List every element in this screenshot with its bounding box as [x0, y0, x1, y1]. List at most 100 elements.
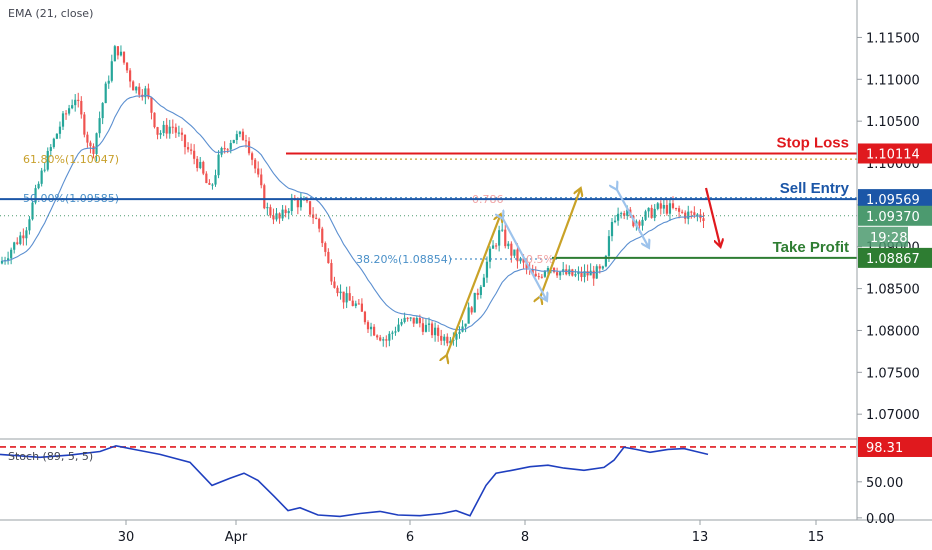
candle-body: [162, 124, 165, 133]
candle-body: [601, 266, 604, 269]
candle-body: [318, 218, 321, 229]
candle-body: [272, 215, 275, 220]
candle-body: [397, 324, 400, 332]
current-price-badge-text: 1.09370: [866, 210, 920, 225]
stoch-axis[interactable]: 50.00 0.00: [857, 476, 903, 527]
candle-body: [385, 339, 388, 341]
price-pane[interactable]: [0, 0, 857, 438]
stoch-indicator-label: Stoch (89, 5, 5): [8, 450, 93, 463]
candle-body: [226, 149, 229, 151]
candle-body: [662, 204, 665, 209]
candle-body: [458, 331, 461, 335]
candle-body: [620, 213, 623, 215]
candle-body: [107, 80, 110, 84]
stop-loss-badge-text: 1.10114: [866, 147, 920, 162]
candle-body: [552, 267, 556, 273]
candle-body: [275, 213, 278, 220]
candle-body: [641, 219, 644, 226]
candle-body: [110, 61, 113, 81]
candle-body: [363, 311, 367, 323]
stop-loss-label: Stop Loss: [776, 134, 849, 151]
candle-body: [571, 269, 574, 276]
candle-body: [180, 132, 184, 135]
candle-body: [357, 303, 360, 305]
candle-body: [415, 317, 418, 324]
candle-body: [37, 183, 40, 189]
candle-body: [64, 113, 68, 115]
candle-body: [498, 230, 501, 246]
candle-body: [19, 235, 22, 244]
candle-body: [610, 222, 614, 237]
candle-body: [678, 208, 681, 212]
candle-body: [177, 132, 180, 134]
candle-body: [281, 209, 284, 219]
take-profit-badge-text: 1.08867: [866, 252, 920, 267]
current-price-badge: [858, 205, 932, 226]
candle-body: [421, 323, 424, 332]
candle-body: [86, 134, 89, 143]
arrow-gold-up-1: [446, 216, 500, 357]
candle-body: [470, 307, 473, 313]
candle-body: [190, 149, 193, 151]
fib-level-label: 61.80%(1.10047): [23, 153, 119, 166]
sell-entry-badge-text: 1.09569: [866, 193, 920, 208]
candle-body: [684, 212, 687, 219]
candle-body: [391, 332, 394, 334]
time-tick-label: 15: [808, 530, 825, 545]
pattern-arrows: [446, 188, 720, 357]
candle-body: [690, 211, 693, 213]
time-axis[interactable]: 30 Apr 6 8 13 15: [118, 520, 825, 545]
candle-body: [360, 303, 363, 312]
candle-body: [238, 131, 241, 135]
sell-entry-label: Sell Entry: [780, 180, 850, 197]
candle-body: [220, 147, 223, 155]
candle-body: [284, 209, 287, 214]
candle-body: [534, 273, 537, 277]
candle-body: [22, 235, 25, 239]
arrow-blue-down-1: [502, 217, 546, 299]
candle-body: [702, 218, 705, 221]
time-tick-label: 6: [406, 530, 414, 545]
candle-body: [138, 86, 141, 95]
candle-body: [46, 150, 49, 170]
candle-body: [376, 335, 379, 338]
candle-body: [77, 99, 80, 101]
candle-body: [647, 207, 650, 212]
time-tick-label: 30: [118, 530, 135, 545]
price-tick-label: 1.10500: [866, 115, 920, 130]
candle-body: [196, 158, 199, 168]
candle-body: [394, 331, 397, 333]
candle-body: [638, 221, 641, 226]
candle-body: [598, 266, 601, 269]
candle-body: [556, 272, 559, 276]
candle-body: [446, 336, 449, 344]
candle-body: [327, 251, 330, 264]
candle-body: [427, 323, 431, 325]
candle-body: [147, 88, 150, 98]
candle-body: [83, 114, 86, 135]
candle-body: [507, 243, 510, 247]
price-tick-label: 1.08500: [866, 283, 920, 298]
candle-body: [305, 199, 309, 202]
price-tick-label: 1.11000: [866, 73, 920, 88]
candle-body: [366, 322, 370, 330]
stoch-pane[interactable]: [0, 440, 857, 520]
candle-body: [171, 126, 174, 128]
candle-body: [467, 307, 470, 324]
arrow-red-down: [704, 187, 720, 245]
take-profit-label: Take Profit: [773, 239, 849, 256]
candle-body: [473, 292, 476, 313]
candle-body: [659, 203, 662, 209]
candle-body: [168, 126, 171, 134]
candle-body: [98, 118, 101, 134]
candle-body: [55, 133, 58, 139]
candle-body: [345, 293, 348, 303]
candle-body: [28, 219, 31, 231]
candle-body: [342, 291, 345, 303]
candle-body: [403, 317, 406, 322]
candle-body: [674, 207, 678, 209]
candle-body: [235, 134, 238, 140]
candle-body: [400, 321, 403, 325]
candle-body: [269, 207, 272, 216]
